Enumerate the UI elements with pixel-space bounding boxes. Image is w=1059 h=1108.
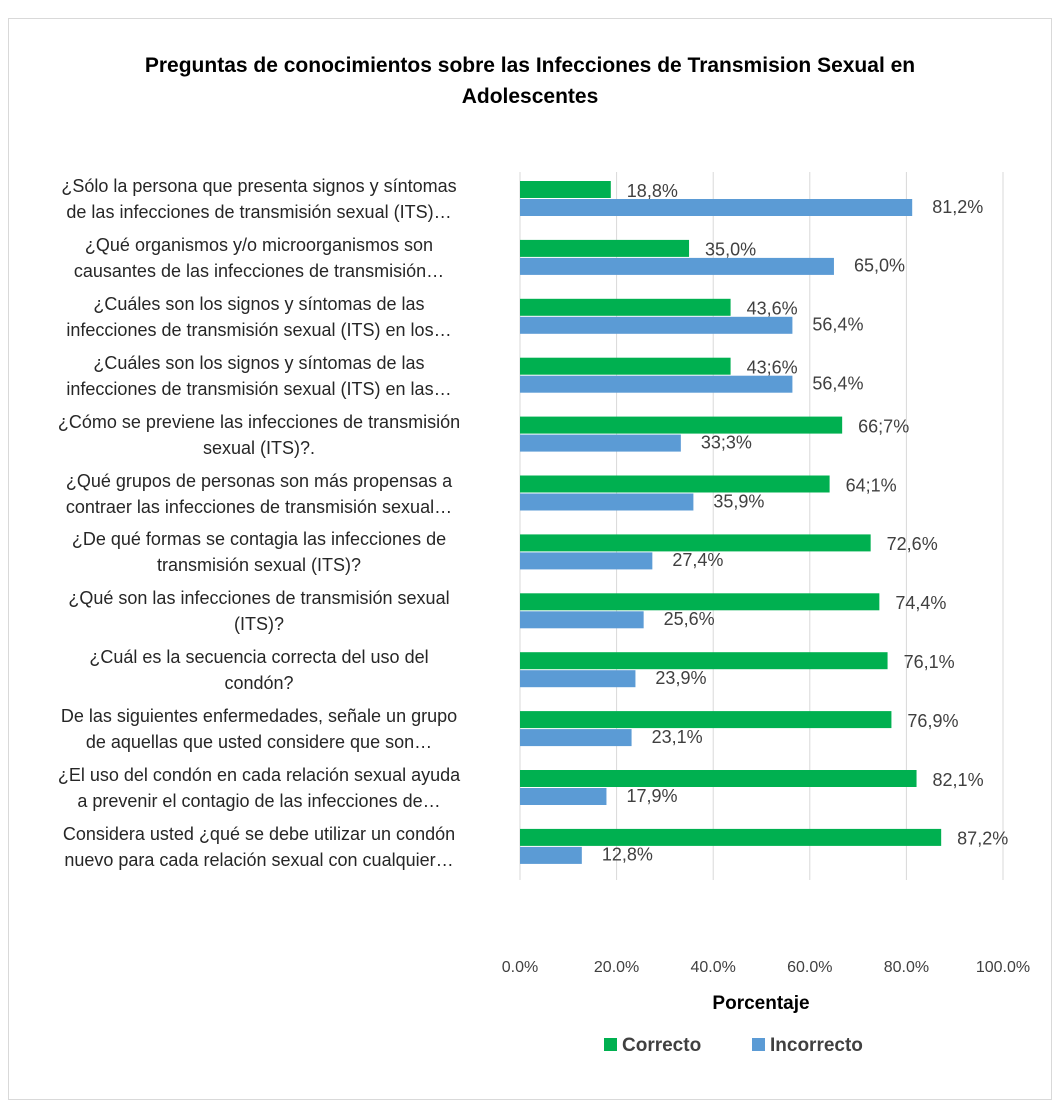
- title-box: Preguntas de conocimientos sobre las Inf…: [144, 54, 916, 108]
- legend-label: Correcto: [622, 1035, 701, 1056]
- data-label: 72,6%: [887, 534, 938, 554]
- x-tick-label: 40.0%: [691, 959, 736, 976]
- category-box: ¿De qué formas se contagia las infeccion…: [71, 529, 447, 576]
- data-label: 18,8%: [627, 181, 678, 201]
- bar: [520, 475, 830, 493]
- category-box: ¿El uso del condón en cada relación sexu…: [57, 765, 461, 811]
- x-tick-label: 80.0%: [884, 959, 929, 976]
- x-tick-label: 60.0%: [787, 959, 832, 976]
- x-axis-title: Porcentaje: [712, 993, 809, 1014]
- bar: [520, 593, 880, 611]
- data-label: 23,9%: [655, 668, 706, 688]
- category-box: ¿Qué grupos de personas son más propensa…: [65, 470, 453, 517]
- bar: [520, 416, 843, 434]
- data-label: 27,4%: [672, 550, 723, 570]
- data-label: 12,8%: [602, 845, 653, 865]
- bar: [520, 257, 834, 275]
- y-tick-label: Considera usted ¿qué se debe utilizar un…: [62, 823, 456, 870]
- y-tick-label: ¿Qué son las infecciones de transmisión …: [68, 588, 450, 635]
- data-label: 23,1%: [652, 727, 703, 747]
- y-tick-label: ¿Qué organismos y/o microorganismos son …: [73, 234, 445, 281]
- data-label: 25,6%: [664, 609, 715, 629]
- data-label: 35,9%: [713, 491, 764, 511]
- y-tick-label: ¿Qué grupos de personas son más propensa…: [65, 470, 453, 517]
- bar: [520, 239, 690, 257]
- data-label: 35,0%: [705, 240, 756, 260]
- bar: [520, 652, 888, 670]
- category-box: ¿Cómo se previene las infecciones de tra…: [57, 411, 461, 458]
- data-label: 17,9%: [626, 786, 677, 806]
- data-label: 82,1%: [933, 770, 984, 790]
- bar: [520, 199, 913, 216]
- data-label: 87,2%: [957, 829, 1008, 849]
- x-tick-label: 20.0%: [594, 959, 639, 976]
- bar: [520, 434, 681, 452]
- legend-label: Incorrecto: [770, 1035, 863, 1056]
- data-label: 66;7%: [858, 416, 909, 436]
- data-label: 33;3%: [701, 432, 752, 452]
- bar: [520, 711, 892, 729]
- category-box: De las siguientes enfermedades, señale u…: [60, 706, 458, 753]
- legend-swatch: [752, 1038, 765, 1051]
- y-tick-label: ¿De qué formas se contagia las infeccion…: [71, 529, 447, 576]
- bar: [520, 788, 607, 805]
- bar: [520, 298, 731, 316]
- category-box: ¿Qué son las infecciones de transmisión …: [68, 588, 450, 635]
- y-tick-label: ¿Cómo se previene las infecciones de tra…: [57, 411, 461, 458]
- bar: [520, 181, 611, 198]
- y-tick-label: ¿Cuáles son los signos y síntomas de las…: [66, 352, 452, 399]
- data-label: 56,4%: [812, 315, 863, 335]
- bar: [520, 770, 917, 787]
- data-label: 65,0%: [854, 256, 905, 276]
- bar: [520, 828, 942, 846]
- grid: [519, 172, 1004, 880]
- bar: [520, 493, 694, 511]
- bar: [520, 729, 632, 747]
- bar: [520, 316, 793, 334]
- y-tick-label: ¿Sólo la persona que presenta signos y s…: [61, 176, 457, 222]
- bar: [520, 670, 636, 688]
- data-label: 76,1%: [904, 652, 955, 672]
- chart-title: Preguntas de conocimientos sobre las Inf…: [144, 54, 916, 108]
- category-box: ¿Qué organismos y/o microorganismos son …: [73, 234, 445, 281]
- bar: [520, 552, 653, 570]
- y-tick-label: ¿El uso del condón en cada relación sexu…: [57, 765, 461, 811]
- category-box: ¿Cuáles son los signos y síntomas de las…: [66, 352, 452, 399]
- bar: [520, 375, 793, 393]
- bar: [520, 611, 644, 629]
- data-label: 64;1%: [846, 475, 897, 495]
- category-box: ¿Cuál es la secuencia correcta del uso d…: [89, 647, 429, 694]
- category-box: ¿Cuáles son los signos y síntomas de las…: [66, 293, 452, 340]
- data-label: 43,6%: [747, 299, 798, 319]
- bar: [520, 846, 582, 864]
- bar: [520, 534, 871, 552]
- x-tick-label: 0.0%: [502, 959, 538, 976]
- data-label: 81,2%: [932, 197, 983, 217]
- data-label: 56,4%: [812, 373, 863, 393]
- bar: [520, 357, 731, 375]
- category-box: Considera usted ¿qué se debe utilizar un…: [62, 823, 456, 870]
- data-label: 43;6%: [747, 357, 798, 377]
- data-label: 74,4%: [895, 593, 946, 613]
- x-tick-label: 100.0%: [976, 959, 1030, 976]
- legend-swatch: [604, 1038, 617, 1051]
- y-tick-label: ¿Cuál es la secuencia correcta del uso d…: [89, 647, 429, 694]
- y-tick-label: ¿Cuáles son los signos y síntomas de las…: [66, 293, 452, 340]
- data-label: 76,9%: [907, 711, 958, 731]
- y-tick-label: De las siguientes enfermedades, señale u…: [60, 706, 458, 753]
- category-box: ¿Sólo la persona que presenta signos y s…: [61, 176, 457, 222]
